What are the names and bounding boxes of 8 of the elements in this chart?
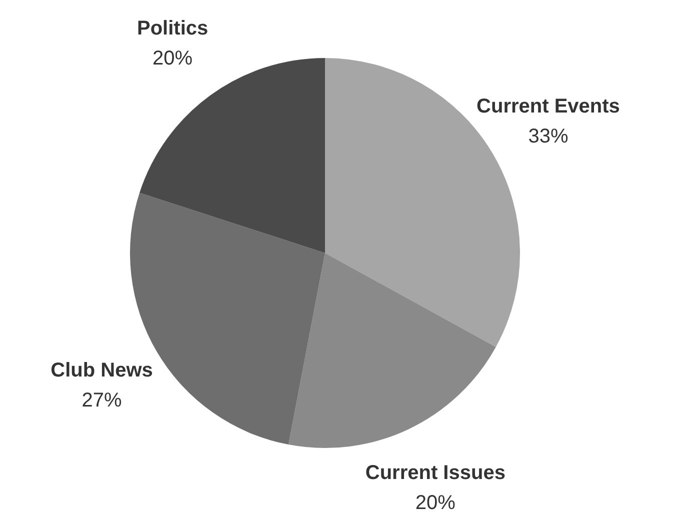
data-label: 27% [82,390,122,412]
slice-label: Club News [50,360,153,382]
data-label: 20% [152,48,193,70]
slice-label: Current Events [476,95,620,118]
slice-label: Politics [136,18,208,40]
data-label: 20% [415,492,456,514]
slice-label: Current Issues [365,462,506,484]
data-label: 33% [528,125,568,148]
